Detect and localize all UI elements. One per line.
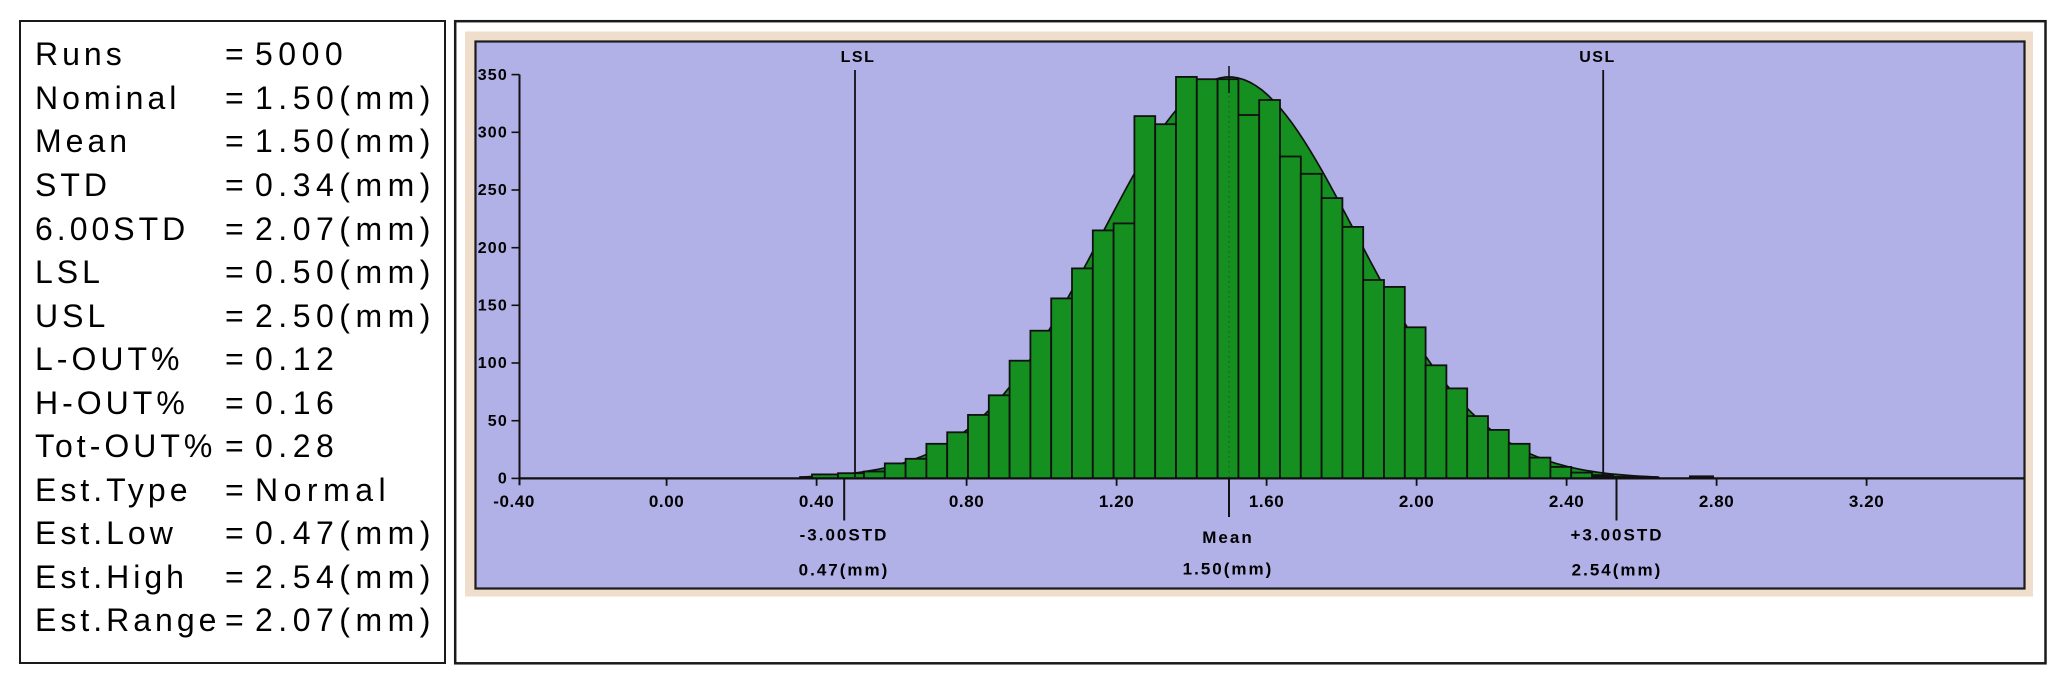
svg-text:1.60: 1.60 [1249, 492, 1285, 511]
svg-text:0.40: 0.40 [799, 492, 835, 511]
svg-text:3.20: 3.20 [1849, 492, 1885, 511]
svg-text:150: 150 [478, 298, 508, 315]
svg-text:LSL: LSL [841, 49, 876, 66]
svg-text:0: 0 [498, 471, 508, 488]
svg-text:-3.00STD: -3.00STD [800, 526, 889, 545]
svg-text:350: 350 [478, 67, 508, 84]
svg-text:2.00: 2.00 [1399, 492, 1435, 511]
svg-text:2.54(mm): 2.54(mm) [1572, 561, 1663, 580]
svg-text:1.20: 1.20 [1099, 492, 1135, 511]
svg-text:100: 100 [478, 355, 508, 372]
svg-text:USL: USL [1579, 49, 1616, 66]
svg-text:250: 250 [478, 182, 508, 199]
svg-text:1.50(mm): 1.50(mm) [1183, 560, 1274, 579]
svg-text:50: 50 [488, 413, 508, 430]
svg-text:200: 200 [478, 240, 508, 257]
svg-text:Mean: Mean [1202, 528, 1253, 547]
svg-text:2.80: 2.80 [1699, 492, 1735, 511]
svg-text:2.40: 2.40 [1549, 492, 1585, 511]
svg-text:-0.40: -0.40 [493, 492, 535, 511]
svg-text:0.80: 0.80 [949, 492, 985, 511]
svg-text:+3.00STD: +3.00STD [1570, 526, 1663, 545]
svg-text:0.00: 0.00 [649, 492, 685, 511]
svg-text:0.47(mm): 0.47(mm) [799, 561, 890, 580]
svg-text:300: 300 [478, 125, 508, 142]
